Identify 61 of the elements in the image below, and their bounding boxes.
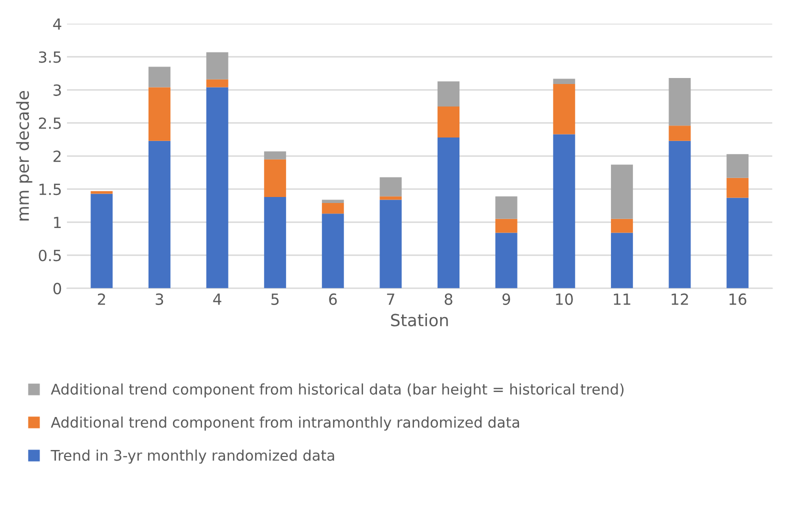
x-tick-label: 2 (98, 293, 105, 305)
bar (668, 140, 691, 288)
legend-label: Trend in 3-yr monthly randomized data (50, 450, 334, 464)
bar (495, 218, 518, 233)
bar (610, 218, 633, 233)
x-axis-title: Station (391, 314, 448, 326)
bar (380, 196, 402, 200)
x-tick-label: 12 (672, 293, 688, 305)
x-tick-label: 9 (502, 293, 510, 305)
bar (206, 79, 228, 88)
bar (553, 78, 576, 84)
bar (610, 164, 633, 219)
bar (264, 159, 286, 198)
bar (322, 214, 344, 288)
y-tick-label: 2 (54, 150, 61, 162)
y-tick-label: 3.5 (38, 51, 61, 63)
bar (206, 87, 228, 288)
y-tick-label: 2.5 (38, 117, 61, 130)
legend-label: Additional trend component from historical data (bar height = historical trend) (50, 383, 624, 398)
y-tick-label: 4 (53, 18, 62, 30)
x-tick-label: 16 (730, 293, 746, 305)
x-tick-label: 11 (614, 294, 630, 305)
y-tick-label: 3 (54, 84, 61, 96)
bar (668, 78, 691, 126)
bar (90, 194, 113, 288)
x-tick-label: 8 (444, 293, 452, 305)
bar (148, 87, 170, 141)
bar (380, 200, 402, 288)
x-tick-label: 10 (556, 293, 573, 305)
x-tick-label: 3 (156, 293, 164, 305)
legend-label: Additional trend component from intramonthly randomized data (50, 416, 520, 431)
bar (322, 203, 344, 214)
bar (553, 134, 576, 288)
y-tick-label: 0 (53, 282, 62, 294)
bar (148, 66, 170, 88)
x-tick-label: 4 (213, 294, 222, 305)
bar (495, 232, 518, 288)
bar (380, 177, 402, 196)
x-tick-label: 7 (387, 294, 394, 305)
y-tick-label: 0.5 (38, 250, 61, 262)
bar (438, 81, 460, 106)
y-tick-label: 1 (54, 216, 61, 228)
y-axis-title: mm per decade (16, 91, 32, 220)
bar (726, 178, 749, 198)
y-tick-label: 1.5 (40, 184, 61, 196)
bar (726, 198, 749, 288)
bar (668, 126, 691, 141)
bar (90, 191, 113, 194)
bar (438, 106, 460, 138)
bar (495, 196, 518, 219)
bar (726, 154, 749, 178)
bar (206, 52, 228, 80)
bar (610, 232, 633, 288)
bar (438, 138, 460, 288)
x-tick-label: 6 (329, 293, 337, 305)
bar (322, 200, 344, 204)
x-tick-label: 5 (271, 294, 279, 305)
bar (553, 84, 576, 134)
bar (264, 151, 286, 160)
bar (264, 197, 286, 288)
bar (148, 140, 170, 288)
